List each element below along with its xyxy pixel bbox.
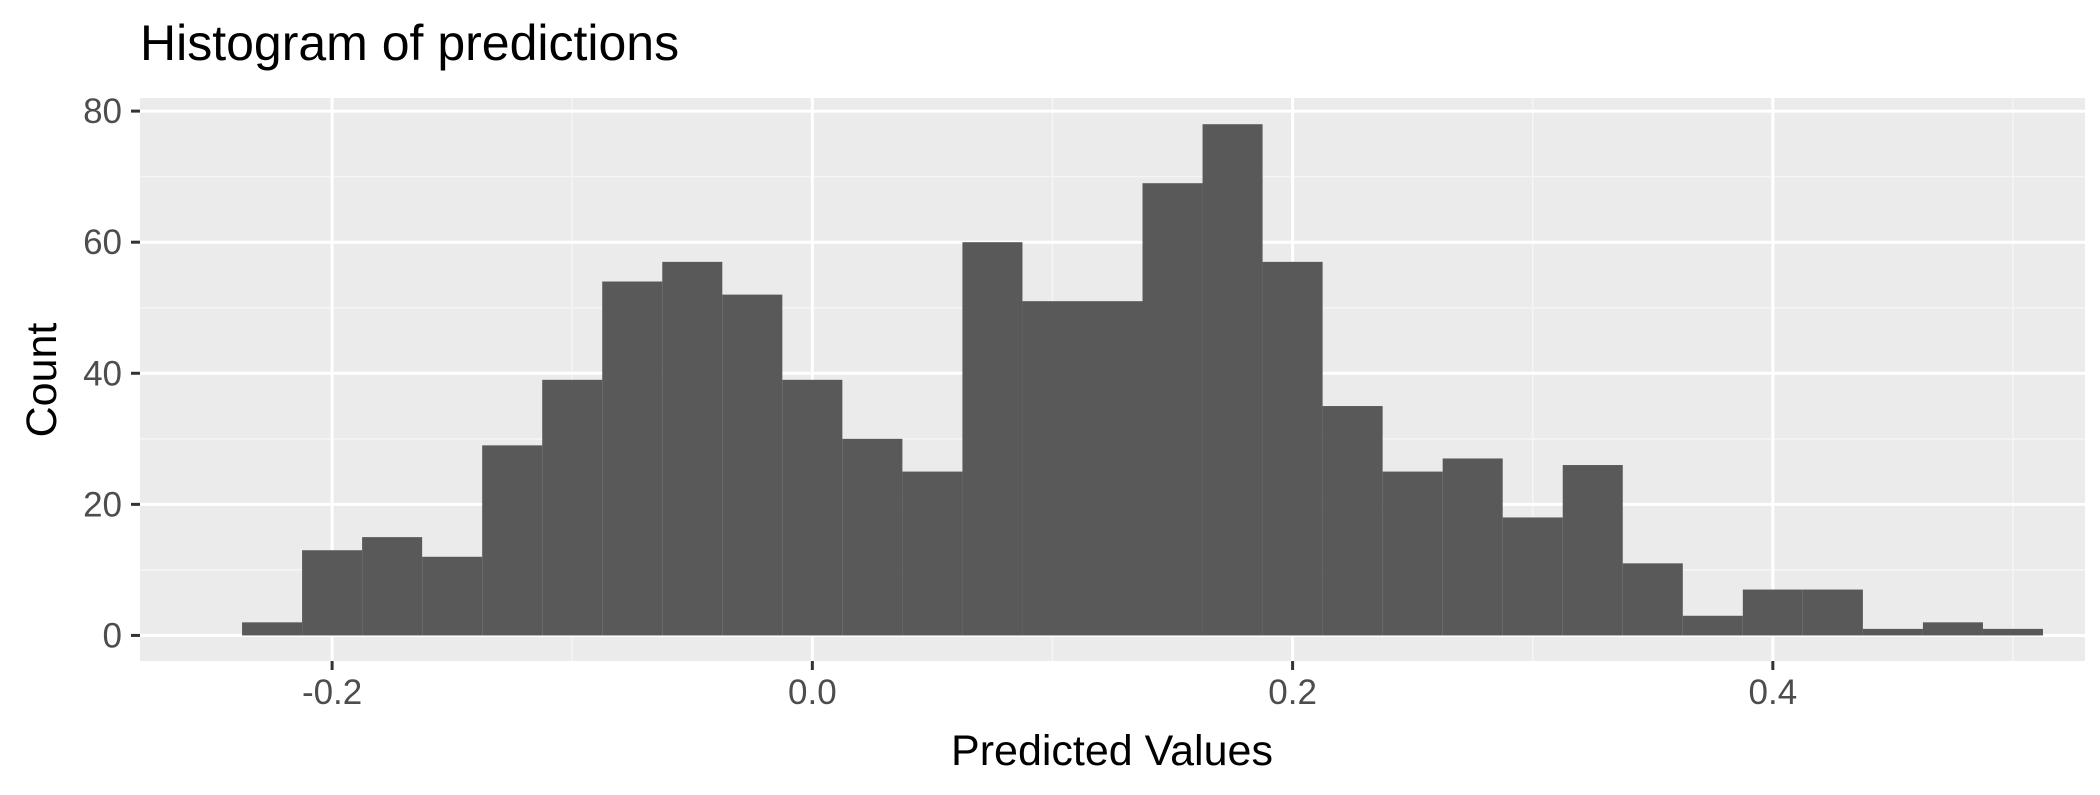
y-axis: 0 20 40 60 80 bbox=[83, 92, 140, 655]
histogram-bar bbox=[1142, 183, 1203, 636]
histogram-bar bbox=[1922, 622, 1983, 636]
histogram-bar bbox=[1862, 628, 1923, 636]
histogram-bar bbox=[1682, 615, 1743, 636]
y-tick-label: 40 bbox=[83, 354, 122, 393]
histogram-bar bbox=[542, 379, 603, 636]
histogram-bar bbox=[302, 550, 363, 636]
chart-title: Histogram of predictions bbox=[140, 15, 679, 71]
histogram-bar bbox=[1502, 517, 1563, 636]
y-tick-label: 80 bbox=[83, 92, 122, 131]
x-axis-title: Predicted Values bbox=[951, 727, 1273, 775]
histogram-bars bbox=[242, 124, 2043, 636]
histogram-bar bbox=[1022, 301, 1083, 636]
histogram-bar bbox=[1562, 465, 1623, 636]
histogram-bar bbox=[1322, 406, 1383, 636]
x-tick-label: 0.2 bbox=[1268, 673, 1317, 712]
y-tick-label: 20 bbox=[83, 485, 122, 524]
histogram-bar bbox=[1442, 458, 1503, 636]
histogram-bar bbox=[362, 537, 423, 636]
histogram-bar bbox=[782, 379, 843, 636]
histogram-bar bbox=[1742, 589, 1803, 636]
histogram-bar bbox=[1082, 301, 1143, 636]
histogram-bar bbox=[1202, 124, 1263, 636]
histogram-bar bbox=[1802, 589, 1863, 636]
histogram-bar bbox=[842, 438, 903, 636]
histogram-bar bbox=[902, 471, 963, 636]
histogram-bar bbox=[1982, 628, 2043, 636]
histogram-bar bbox=[422, 556, 483, 636]
x-tick-label: 0.4 bbox=[1749, 673, 1798, 712]
x-axis: -0.2 0.0 0.2 0.4 bbox=[302, 661, 1797, 712]
histogram-bar bbox=[722, 294, 783, 636]
x-tick-label: 0.0 bbox=[788, 673, 837, 712]
histogram-bar bbox=[242, 622, 303, 636]
y-axis-title: Count bbox=[18, 323, 66, 438]
histogram-bar bbox=[602, 281, 663, 636]
x-tick-label: -0.2 bbox=[302, 673, 362, 712]
histogram-bar bbox=[962, 242, 1023, 636]
histogram-bar bbox=[1622, 563, 1683, 636]
histogram-bar bbox=[482, 445, 543, 636]
y-tick-label: 0 bbox=[103, 616, 122, 655]
histogram-bar bbox=[1382, 471, 1443, 636]
histogram-bar bbox=[1262, 261, 1323, 636]
y-tick-label: 60 bbox=[83, 223, 122, 262]
histogram-bar bbox=[662, 261, 723, 636]
